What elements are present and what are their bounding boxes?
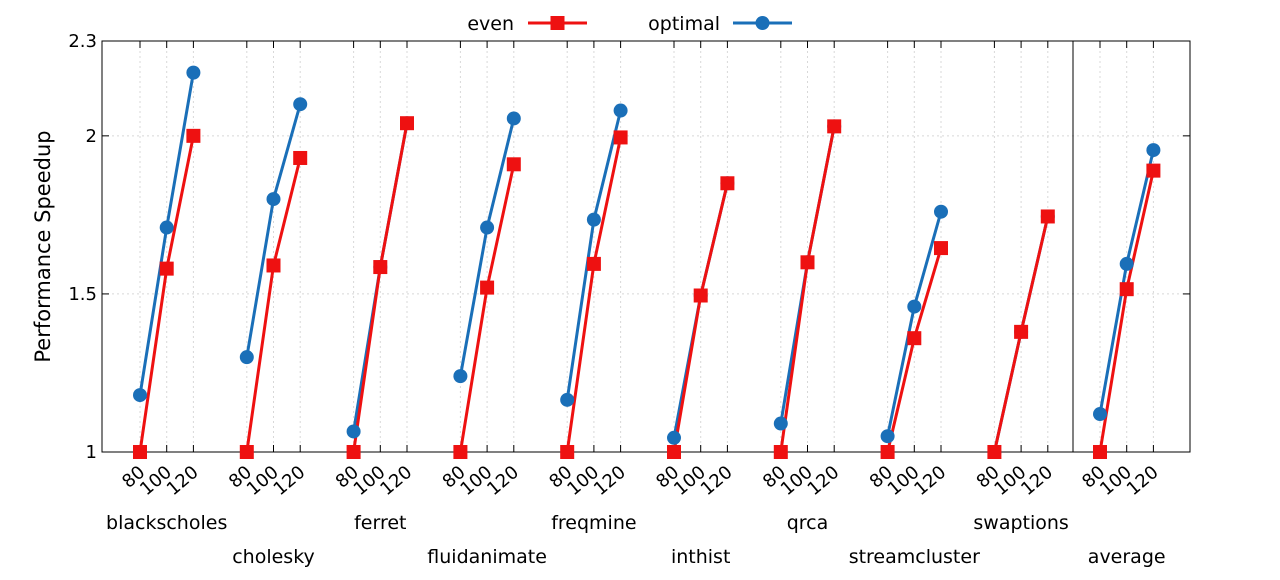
even-point bbox=[720, 176, 735, 191]
even-point bbox=[1119, 282, 1134, 297]
optimal-point bbox=[934, 204, 948, 219]
even-point bbox=[880, 445, 895, 459]
optimal-point bbox=[560, 392, 575, 407]
legend-marker-even bbox=[550, 16, 565, 30]
even-point bbox=[987, 445, 1002, 459]
optimal-point bbox=[586, 212, 601, 227]
optimal-point bbox=[1093, 407, 1107, 422]
x-tick-label: 120 bbox=[590, 462, 630, 500]
optimal-point bbox=[907, 299, 922, 314]
x-tick-label: 120 bbox=[163, 462, 203, 500]
even-point bbox=[800, 255, 815, 270]
even-point bbox=[453, 445, 468, 459]
even-point bbox=[773, 445, 788, 459]
benchmark-label: average bbox=[1088, 546, 1166, 568]
benchmark-label: ferret bbox=[354, 512, 406, 534]
y-tick-label: 2 bbox=[86, 126, 97, 147]
benchmark-label: fluidanimate bbox=[427, 546, 547, 568]
even-point bbox=[186, 128, 201, 143]
x-tick-label: 120 bbox=[1123, 462, 1163, 500]
benchmark-label: blackscholes bbox=[106, 512, 227, 534]
benchmark-label: streamcluster bbox=[849, 546, 980, 568]
legend-label-even: even bbox=[467, 13, 514, 35]
optimal-point bbox=[667, 430, 681, 445]
even-point bbox=[400, 116, 414, 131]
x-tick-label: 120 bbox=[1017, 462, 1057, 500]
x-tick-label: 120 bbox=[376, 462, 416, 500]
even-point bbox=[346, 445, 361, 459]
x-tick-label: 120 bbox=[910, 462, 950, 500]
y-tick-label: 2.3 bbox=[68, 31, 97, 52]
legend-marker-optimal bbox=[755, 16, 770, 30]
optimal-point bbox=[453, 369, 468, 384]
y-axis-label: Performance Speedup bbox=[31, 130, 55, 362]
legend-label-optimal: optimal bbox=[648, 13, 720, 35]
plot-frame bbox=[101, 40, 1191, 453]
benchmark-label: freqmine bbox=[551, 512, 636, 534]
optimal-point bbox=[159, 220, 174, 235]
optimal-point bbox=[1119, 256, 1134, 271]
even-point bbox=[266, 258, 281, 273]
optimal-point bbox=[480, 220, 495, 235]
legend: even optimal bbox=[467, 13, 792, 35]
benchmark-label: swaptions bbox=[973, 512, 1068, 534]
optimal-point bbox=[773, 416, 788, 431]
x-tick-label: 120 bbox=[483, 462, 523, 500]
x-tick-label: 120 bbox=[804, 462, 844, 500]
even-point bbox=[693, 288, 708, 303]
x-tick-label: 120 bbox=[270, 462, 310, 500]
even-line bbox=[779, 126, 836, 453]
optimal-point bbox=[613, 103, 628, 118]
optimal-point bbox=[346, 424, 361, 439]
benchmark-label: inthist bbox=[671, 546, 730, 568]
even-point bbox=[907, 331, 922, 346]
y-tick-label: 1.5 bbox=[68, 284, 97, 305]
optimal-point bbox=[133, 388, 147, 403]
optimal-point bbox=[1146, 143, 1161, 158]
optimal-point bbox=[266, 192, 281, 207]
optimal-point bbox=[506, 111, 521, 126]
even-point bbox=[239, 445, 254, 459]
benchmark-label: qrca bbox=[787, 512, 829, 534]
even-point bbox=[1014, 324, 1029, 339]
series-layer bbox=[133, 65, 1161, 459]
even-point bbox=[560, 445, 575, 459]
grid-layer bbox=[102, 41, 1190, 452]
y-tick-label: 1 bbox=[86, 442, 97, 463]
even-point bbox=[506, 157, 521, 172]
even-point bbox=[827, 119, 842, 134]
even-point bbox=[1040, 209, 1055, 224]
even-point bbox=[667, 445, 681, 459]
even-point bbox=[934, 241, 948, 256]
even-point bbox=[586, 256, 601, 271]
optimal-point bbox=[293, 97, 308, 112]
optimal-point bbox=[239, 350, 254, 365]
even-point bbox=[1146, 163, 1161, 178]
optimal-point bbox=[186, 65, 201, 80]
even-point bbox=[373, 260, 388, 275]
optimal-point bbox=[880, 429, 895, 444]
even-point bbox=[480, 280, 495, 295]
even-point bbox=[613, 130, 628, 145]
benchmark-label: cholesky bbox=[232, 546, 315, 568]
even-point bbox=[159, 261, 174, 276]
even-line bbox=[565, 137, 623, 453]
axes-layer bbox=[101, 40, 1191, 453]
x-tick-label: 120 bbox=[697, 462, 737, 500]
even-point bbox=[1093, 445, 1107, 459]
even-point bbox=[133, 445, 147, 459]
even-point bbox=[293, 150, 308, 165]
